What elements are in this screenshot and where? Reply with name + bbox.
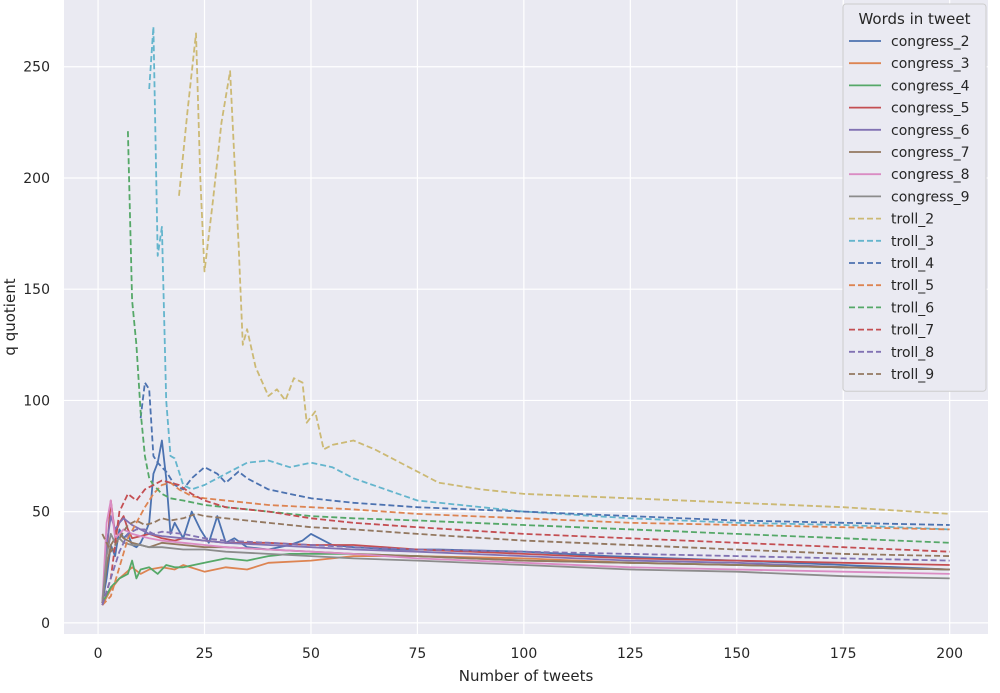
x-axis-label: Number of tweets — [459, 667, 594, 685]
x-tick-label: 175 — [830, 646, 857, 662]
x-tick-label: 125 — [617, 646, 644, 662]
x-tick-label: 25 — [196, 646, 214, 662]
legend-box — [842, 3, 987, 392]
legend-title: Words in tweet — [858, 10, 970, 28]
legend-entry: congress_4 — [891, 78, 970, 94]
legend-entry: congress_2 — [891, 34, 970, 50]
x-tick-label: 100 — [511, 646, 538, 662]
legend-entry: troll_6 — [891, 300, 934, 316]
y-tick-label: 0 — [41, 616, 50, 632]
x-tick-label: 50 — [302, 646, 320, 662]
legend-entry: troll_4 — [891, 256, 934, 272]
series-line-troll-4 — [139, 381, 950, 526]
legend-entry: troll_7 — [891, 323, 934, 339]
y-tick-label: 50 — [32, 505, 50, 521]
series-line-congress-8 — [101, 499, 950, 603]
legend-entry: congress_6 — [891, 123, 970, 139]
x-tick-label: 0 — [94, 646, 103, 662]
legend-entry: congress_5 — [891, 101, 970, 117]
series-line-troll-7 — [101, 479, 950, 606]
y-axis-label: q quotient — [1, 278, 19, 355]
series-line-troll-8 — [101, 528, 950, 606]
legend: Words in tweet congress_2 congress_3congr… — [842, 3, 987, 392]
legend-entry: congress_7 — [891, 145, 970, 161]
legend-entry: troll_3 — [891, 234, 934, 250]
x-tick-label: 150 — [723, 646, 750, 662]
legend-entry: troll_5 — [891, 278, 934, 294]
y-tick-labels: 0 50 100 150 200 250 — [23, 60, 50, 632]
y-tick-label: 150 — [23, 282, 50, 298]
plot-background — [64, 0, 988, 634]
legend-entry: congress_9 — [891, 189, 970, 205]
legend-entry: troll_8 — [891, 345, 934, 361]
legend-entry: troll_9 — [891, 367, 934, 383]
series-line-troll-2 — [178, 32, 950, 515]
x-tick-label: 200 — [936, 646, 963, 662]
y-tick-label: 250 — [23, 60, 50, 76]
legend-entry: congress_8 — [891, 167, 970, 183]
legend-entry: troll_2 — [891, 212, 934, 228]
y-tick-label: 100 — [23, 393, 50, 409]
y-tick-label: 200 — [23, 171, 50, 187]
series-line-troll-9 — [101, 513, 950, 557]
series-lines — [101, 25, 950, 606]
series-line-troll-6 — [127, 131, 950, 544]
x-tick-labels: 0 25 50 75 100 125 150 175 200 — [94, 646, 963, 662]
series-line-congress-6 — [101, 515, 950, 603]
legend-entry: congress_3 — [891, 56, 970, 72]
x-tick-label: 75 — [409, 646, 427, 662]
